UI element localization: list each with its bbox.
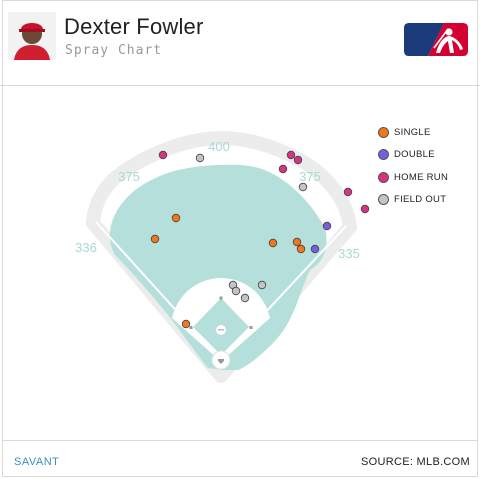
- spray-chart: 336 375 400 375 335: [75, 131, 370, 383]
- pitchers-rubber: [218, 329, 224, 331]
- hit-point-home-run: [343, 187, 353, 197]
- hit-point-single: [150, 234, 160, 244]
- hit-point-field-out: [257, 280, 267, 290]
- hit-point-single: [292, 237, 302, 247]
- legend-item-double: DOUBLE: [378, 144, 448, 167]
- chart-subtitle: Spray Chart: [65, 43, 163, 58]
- legend-dot-field-out: [378, 194, 389, 206]
- legend-label: DOUBLE: [394, 149, 435, 161]
- legend: SINGLE DOUBLE HOME RUN FIELD OUT: [378, 121, 448, 211]
- hit-point-single: [296, 244, 306, 254]
- player-avatar: [8, 12, 56, 60]
- legend-dot-double: [378, 149, 389, 161]
- hit-point-home-run: [278, 164, 288, 174]
- field-outline: [86, 131, 357, 383]
- right-foul-line: [220, 225, 347, 361]
- hit-points: [150, 150, 370, 329]
- distance-label: 400: [208, 139, 230, 154]
- outfield-grass: [109, 164, 327, 370]
- legend-dot-single: [378, 126, 389, 138]
- hit-point-field-out: [298, 182, 308, 192]
- footer-divider: [2, 440, 478, 441]
- distance-label: 375: [299, 169, 321, 184]
- third-base: [189, 326, 193, 329]
- hit-point-double: [310, 244, 320, 254]
- distance-label: 336: [75, 240, 97, 255]
- legend-item-home-run: HOME RUN: [378, 166, 448, 189]
- legend-label: HOME RUN: [394, 171, 449, 183]
- hit-point-single: [171, 213, 181, 223]
- source-credit: SOURCE: MLB.COM: [360, 456, 470, 468]
- second-base: [219, 296, 223, 300]
- hit-point-field-out: [240, 293, 250, 303]
- distance-label: 335: [338, 246, 360, 261]
- hit-point-home-run: [286, 150, 296, 160]
- first-base: [249, 326, 253, 329]
- left-foul-line: [95, 221, 222, 361]
- player-name: Dexter Fowler: [64, 14, 204, 39]
- legend-label: FIELD OUT: [394, 194, 447, 206]
- hit-point-field-out: [231, 286, 241, 296]
- distance-label: 375: [118, 169, 140, 184]
- mlb-logo: [404, 23, 468, 56]
- hit-point-home-run: [158, 150, 168, 160]
- chart-header: Dexter Fowler Spray Chart: [0, 0, 480, 86]
- hit-point-home-run: [360, 204, 370, 214]
- hit-point-double: [322, 221, 332, 231]
- hit-point-home-run: [293, 155, 303, 165]
- legend-item-field-out: FIELD OUT: [378, 189, 448, 212]
- home-plate: [218, 359, 224, 364]
- legend-item-single: SINGLE: [378, 121, 448, 144]
- legend-dot-home-run: [378, 171, 389, 183]
- hit-point-field-out: [195, 153, 205, 163]
- savant-link[interactable]: SAVANT: [14, 456, 60, 468]
- hit-point-single: [268, 238, 278, 248]
- hit-point-single: [181, 319, 191, 329]
- legend-label: SINGLE: [394, 126, 431, 138]
